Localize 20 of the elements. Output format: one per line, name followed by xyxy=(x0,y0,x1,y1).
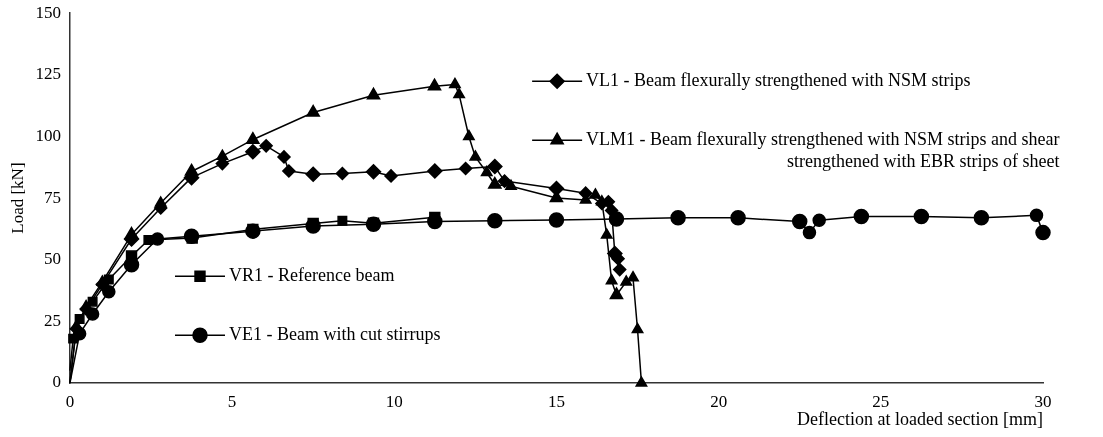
x-tick-label: 25 xyxy=(872,391,890,411)
y-axis-title: Load [kN] xyxy=(7,162,27,234)
y-tick-label: 100 xyxy=(35,125,61,145)
x-tick-label: 5 xyxy=(227,391,237,411)
y-tick-label: 0 xyxy=(52,372,61,392)
y-tick-label: 125 xyxy=(35,64,61,84)
y-tick-label: 25 xyxy=(43,310,61,330)
legend-label: VL1 - Beam flexurally strengthened with NSM strips xyxy=(586,69,971,90)
y-tick-label: 50 xyxy=(43,249,61,269)
x-tick-label: 30 xyxy=(1034,391,1052,411)
legend-label: VR1 - Reference beam xyxy=(228,264,395,285)
y-tick-label: 150 xyxy=(35,2,61,22)
x-tick-label: 0 xyxy=(65,391,75,411)
legend-label: VE1 - Beam with cut stirrups xyxy=(228,323,441,344)
x-tick-label: 10 xyxy=(385,391,403,411)
y-tick-label: 75 xyxy=(43,187,61,207)
legend-label: VLM1 - Beam flexurally strengthened with NSM strips and shear strengthened with EBR strips of sheet xyxy=(586,128,1060,171)
x-tick-label: 15 xyxy=(547,391,565,411)
x-tick-label: 20 xyxy=(710,391,728,411)
x-axis-title: Deflection at loaded section [mm] xyxy=(797,408,1043,429)
